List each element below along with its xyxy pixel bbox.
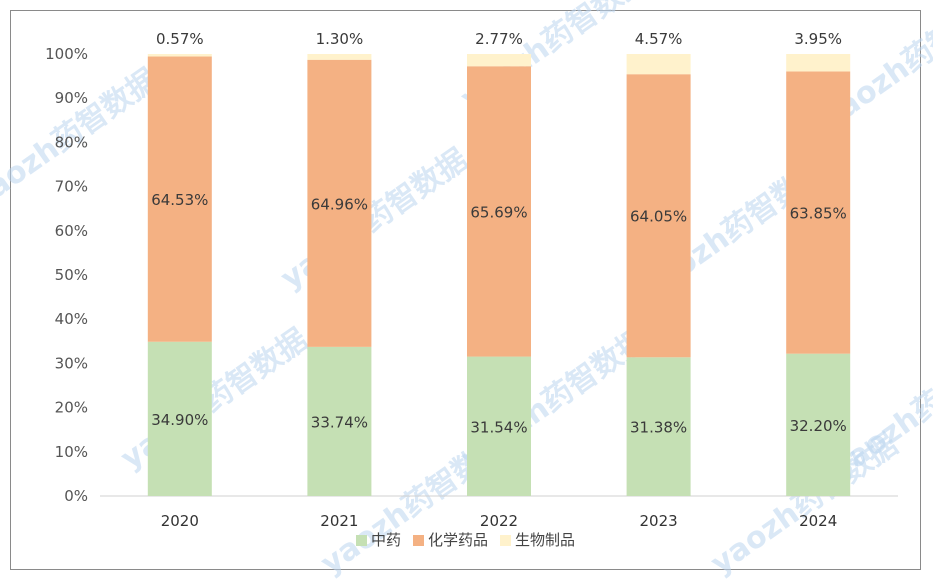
y-tick-label: 90% [55,89,88,107]
watermark-text: yaozh药智数据 [275,142,475,296]
data-label: 34.90% [151,411,208,429]
data-label: 65.69% [470,203,527,221]
x-tick-label: 2023 [640,512,678,530]
legend-swatch [356,535,367,546]
y-tick-label: 60% [55,222,88,240]
bar-segment [786,353,851,496]
y-tick-label: 80% [55,133,88,151]
bars [147,54,851,496]
data-label: 63.85% [790,205,847,223]
bar-segment [626,74,691,358]
y-tick-label: 70% [55,178,88,196]
x-tick-label: 2024 [799,512,837,530]
data-label: 31.54% [470,418,527,436]
data-labels: 34.90% 64.53% 0.57% 33.74% 64.96% 1.30% 31.54%… [151,30,847,437]
data-label: 33.74% [311,413,368,431]
bar-segment [307,59,372,347]
legend-label: 生物制品 [515,531,575,549]
y-tick-label: 10% [55,443,88,461]
data-label: 64.53% [151,191,208,209]
x-axis: 2020 2021 2022 2023 2024 [100,495,898,530]
bar-segment [307,54,372,60]
bar-segment [307,346,372,496]
y-tick-label: 0% [64,487,88,505]
y-tick-label: 20% [55,399,88,417]
bar-segment [147,54,212,57]
y-tick-label: 40% [55,310,88,328]
bar-segment [626,54,691,75]
data-label: 3.95% [794,30,842,48]
data-label: 64.96% [311,195,368,213]
data-label: 0.57% [156,30,204,48]
data-label: 64.05% [630,208,687,226]
legend-swatch [500,535,511,546]
legend-label: 中药 [371,531,401,549]
legend-swatch [413,535,424,546]
bar-segment [147,341,212,496]
data-label: 4.57% [635,30,683,48]
data-label: 31.38% [630,419,687,437]
bar-segment [147,56,212,342]
bar-segment [626,357,691,496]
bar-segment [786,54,851,72]
x-tick-label: 2021 [320,512,358,530]
bar-segment [467,54,531,67]
watermark-text: yaozh药智数据 [115,322,315,476]
bar-segment [786,71,851,354]
data-label: 1.30% [316,30,364,48]
data-label: 32.20% [790,417,847,435]
x-tick-label: 2022 [480,512,518,530]
bar-segment [467,66,531,357]
bar-segment [467,356,531,496]
legend: 中药 化学药品 生物制品 [356,531,575,549]
y-tick-label: 30% [55,354,88,372]
y-axis: 0% 10% 20% 30% 40% 50% 60% 70% 80% 90% 100% [45,45,88,505]
legend-label: 化学药品 [428,531,488,549]
x-tick-label: 2020 [161,512,199,530]
y-tick-label: 100% [45,45,88,63]
data-label: 2.77% [475,30,523,48]
y-tick-label: 50% [55,266,88,284]
